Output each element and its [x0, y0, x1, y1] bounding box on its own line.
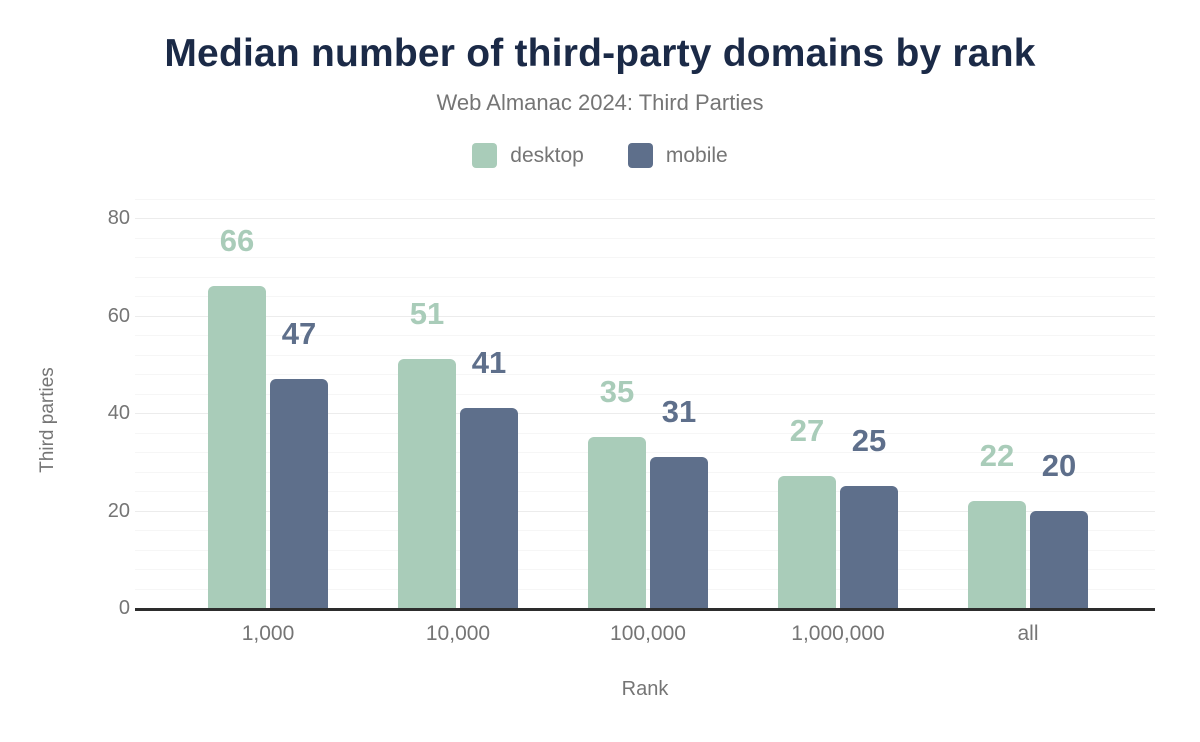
value-label-mobile-all: 20 [1041, 447, 1077, 483]
y-tick-label-20: 20 [107, 499, 130, 522]
x-tick-label-10-000: 10,000 [425, 622, 491, 645]
bar-mobile-all [1030, 510, 1088, 608]
bar-mobile-1-000 [270, 378, 328, 608]
x-tick-label-all: all [1017, 622, 1039, 645]
value-label-desktop-100-000: 35 [599, 374, 635, 410]
gridline-minor [135, 432, 1155, 434]
legend: desktop mobile [0, 143, 1200, 168]
chart-subtitle: Web Almanac 2024: Third Parties [436, 90, 764, 115]
bar-desktop-100-000 [588, 437, 646, 608]
bar-desktop-10-000 [398, 359, 456, 608]
gridline-minor [135, 374, 1155, 375]
bar-mobile-10-000 [460, 408, 518, 608]
gridline-minor [135, 296, 1155, 297]
value-label-desktop-1-000: 66 [219, 223, 255, 259]
bar-desktop-all [968, 500, 1026, 608]
y-tick-label-80: 80 [107, 207, 130, 229]
x-axis-title: Rank [621, 678, 669, 700]
plot-area: 0 20 40 60 80 66 47 1,000 51 41 10,000 35 31 100,000 2… [108, 198, 1155, 645]
legend-item-desktop: desktop [472, 143, 584, 168]
y-tick-label-60: 60 [107, 304, 130, 327]
y-tick-label-0: 0 [118, 597, 130, 619]
value-label-desktop-1-000-000: 27 [789, 413, 825, 449]
gridline-major [135, 315, 1155, 317]
legend-label-desktop: desktop [510, 143, 584, 167]
gridline-major [135, 413, 1155, 414]
legend-swatch-mobile [627, 143, 653, 168]
bar-desktop-1-000-000 [778, 476, 836, 608]
gridline-minor [135, 393, 1155, 395]
gridline-minor [135, 276, 1155, 278]
x-tick-label-100-000: 100,000 [610, 622, 686, 645]
value-label-mobile-10-000: 41 [471, 345, 507, 381]
legend-swatch-desktop [472, 143, 498, 168]
gridline-minor [135, 354, 1155, 356]
value-label-desktop-all: 22 [979, 437, 1015, 473]
value-label-desktop-10-000: 51 [409, 296, 445, 332]
value-label-mobile-1-000-000: 25 [851, 423, 887, 459]
y-axis-title: Third parties [37, 367, 58, 473]
gridline-minor [135, 198, 1155, 200]
gridline-major [135, 218, 1155, 219]
chart-title: Median number of third-party domains by … [164, 32, 1036, 75]
bar-mobile-1-000-000 [840, 486, 898, 608]
value-label-mobile-1-000: 47 [281, 315, 317, 351]
legend-label-mobile: mobile [665, 143, 728, 167]
x-tick-label-1-000: 1,000 [241, 622, 295, 645]
legend-item-mobile: mobile [627, 143, 728, 168]
y-tick-label-40: 40 [107, 402, 130, 424]
bar-mobile-100-000 [650, 456, 708, 608]
gridline-minor [135, 237, 1155, 239]
bar-desktop-1-000 [208, 286, 266, 608]
gridline-minor [135, 335, 1155, 336]
gridline-minor [135, 257, 1155, 258]
x-tick-label-1-000-000: 1,000,000 [791, 622, 885, 645]
value-label-mobile-100-000: 31 [661, 393, 697, 429]
